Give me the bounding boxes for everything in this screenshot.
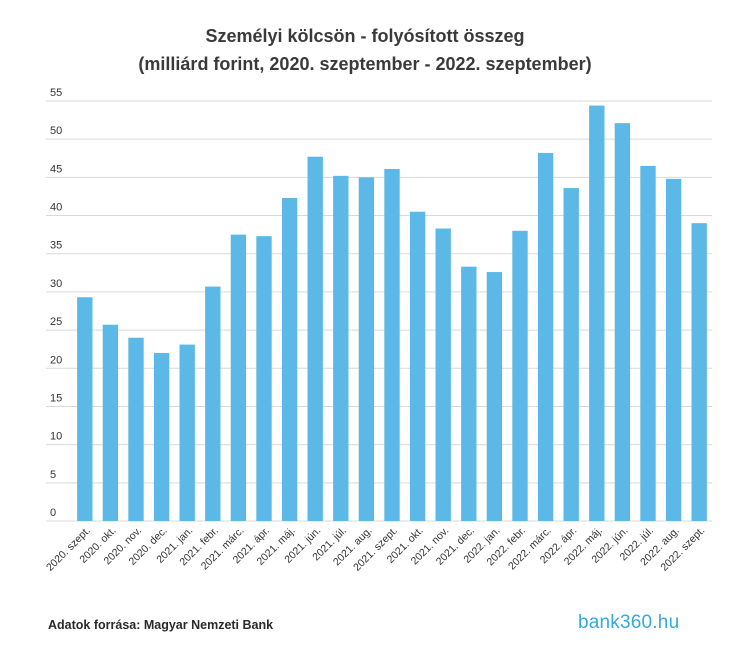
logo-text-start: bank36 — [578, 612, 642, 633]
bar — [589, 105, 605, 521]
bar — [333, 175, 349, 521]
y-tick-label: 55 — [50, 87, 62, 99]
y-tick-label: 30 — [50, 278, 62, 290]
bar — [153, 353, 170, 521]
bar — [409, 211, 426, 521]
bar — [563, 188, 579, 521]
logo-ring: 0 — [641, 612, 653, 633]
y-tick-label: 50 — [50, 125, 62, 137]
bars — [77, 105, 707, 522]
bar — [512, 230, 528, 521]
chart-title-line-1: Személyi kölcsön - folyósított összeg — [205, 26, 525, 46]
y-tick-label: 10 — [50, 431, 62, 443]
chart-title: Személyi kölcsön - folyósított összeg (m… — [0, 22, 730, 78]
y-tick-label: 15 — [50, 392, 62, 404]
y-tick-label: 5 — [50, 469, 56, 481]
y-tick-label: 20 — [50, 354, 62, 366]
bar — [435, 228, 451, 521]
x-axis-tick-labels: 2020. szept.2020. okt.2020. nov.2020. de… — [44, 525, 707, 574]
logo-text-end: .hu — [652, 612, 680, 633]
bar — [179, 344, 195, 521]
bar — [665, 178, 682, 521]
bar — [128, 337, 144, 521]
bar — [307, 156, 323, 521]
y-axis-tick-labels: 0 5 10 15 20 25 30 35 40 45 50 55 — [50, 87, 62, 519]
gridlines — [46, 100, 712, 522]
bar — [461, 266, 477, 521]
bar — [640, 165, 656, 521]
y-tick-label: 35 — [50, 240, 62, 252]
bar — [384, 168, 400, 522]
y-tick-label: 40 — [50, 202, 62, 214]
bar — [102, 324, 119, 521]
bar — [537, 152, 554, 521]
bar — [230, 234, 247, 522]
bar — [614, 123, 631, 522]
chart-title-line-2: (milliárd forint, 2020. szeptember - 202… — [138, 54, 592, 74]
bar — [486, 272, 503, 521]
y-tick-label: 0 — [50, 507, 56, 519]
y-tick-label: 45 — [50, 163, 62, 175]
bar — [691, 223, 707, 521]
data-source-note: Adatok forrása: Magyar Nemzeti Bank — [48, 618, 274, 632]
bar — [281, 197, 298, 521]
bar — [77, 297, 93, 521]
bar — [358, 177, 375, 521]
bar — [256, 236, 272, 521]
y-tick-label: 25 — [50, 316, 62, 328]
bank360-logo: bank360.hu — [578, 612, 679, 634]
bar — [205, 286, 221, 521]
